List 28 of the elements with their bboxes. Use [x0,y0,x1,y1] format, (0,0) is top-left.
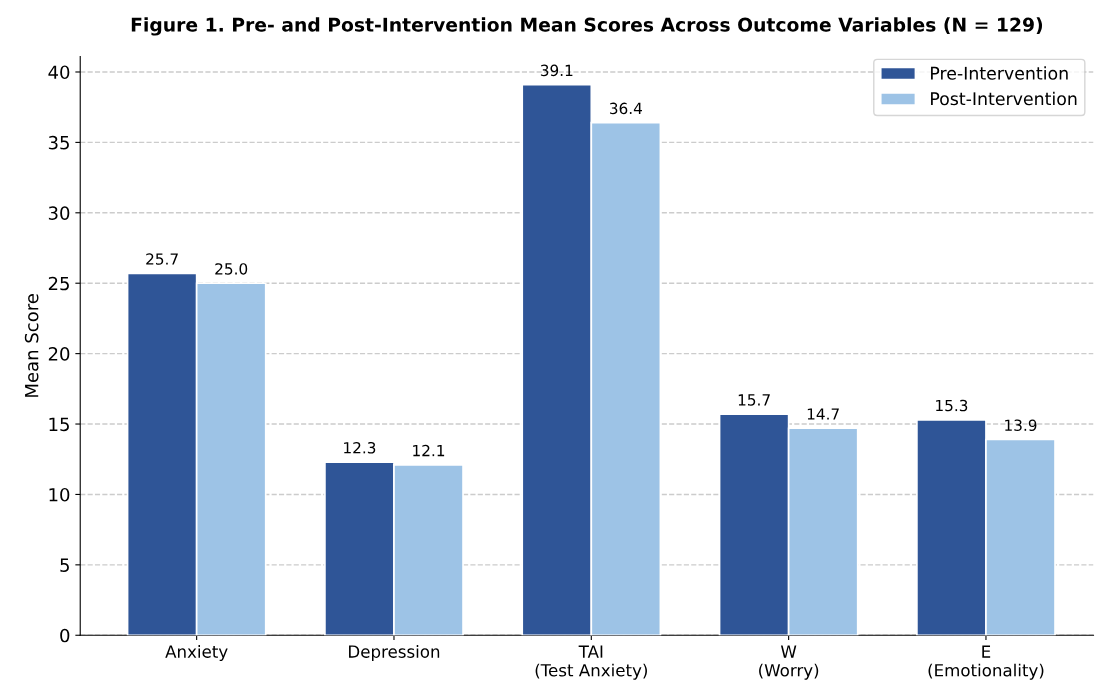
x-tick-label: Anxiety [165,644,228,662]
data-label: 25.0 [215,263,248,275]
data-label: 15.3 [936,399,968,412]
y-tick-label: 20 [48,347,70,361]
x-tick-label: Depression [349,644,440,662]
data-label: 36.4 [609,102,642,115]
y-tick-label: 40 [48,65,70,80]
y-tick-label: 0 [60,628,70,643]
x-tick-label: W (Worry) [759,645,819,680]
y-axis-title: Mean Score [24,294,39,397]
data-label: 15.7 [738,394,770,406]
data-label: 13.9 [1005,419,1037,432]
y-tick-label: 35 [48,135,69,150]
data-label: 12.1 [413,444,445,457]
legend-label: Pre-Intervention [931,66,1068,80]
y-tick-label: 15 [49,417,69,432]
x-tick-label: E (Emotionality) [928,645,1044,680]
data-label: 39.1 [540,64,573,77]
chart-title: Figure 1. Pre- and Post-Intervention Mean Scores Across Outcome Variables (N = 129) [131,17,1043,36]
data-label: 25.7 [146,253,178,265]
y-tick-label: 10 [49,487,70,502]
y-tick-label: 30 [48,206,70,220]
data-label: 14.7 [807,408,839,420]
y-tick-label: 5 [60,558,69,572]
x-tick-label: TAI (Test Anxiety) [535,645,647,680]
legend-label: Post-Intervention [931,91,1077,106]
data-label: 12.3 [344,441,376,454]
y-tick-label: 25 [48,276,69,291]
